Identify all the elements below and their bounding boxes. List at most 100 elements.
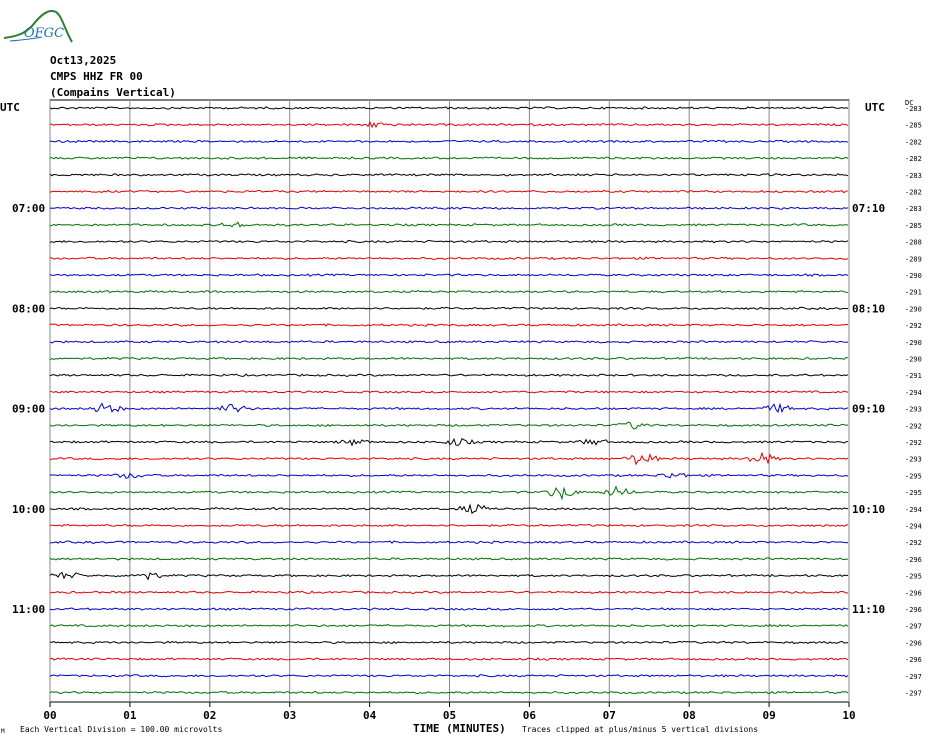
dc-offset-label: -296: [905, 589, 922, 597]
dc-offset-label: -290: [905, 356, 922, 364]
dc-offset-label: -290: [905, 339, 922, 347]
dc-offset-label: -282: [905, 189, 922, 197]
seismic-trace: [49, 120, 849, 129]
seismic-trace: [49, 437, 849, 447]
dc-offset-label: -293: [905, 406, 922, 414]
right-time-label: 10:10: [852, 503, 885, 516]
seismic-trace: [49, 273, 849, 277]
dc-offset-label: -292: [905, 439, 922, 447]
dc-offset-label: -295: [905, 573, 922, 581]
seismic-trace: [49, 356, 849, 361]
station-code: CMPS HHZ FR 00: [50, 70, 143, 83]
left-time-label: 11:00: [12, 603, 45, 616]
seismic-trace: [49, 289, 849, 294]
dc-offset-label: -296: [905, 606, 922, 614]
dc-offset-label: -283: [905, 172, 922, 180]
seismic-trace: [49, 657, 849, 661]
dc-offset-label: -292: [905, 322, 922, 330]
x-tick-label: 00: [43, 709, 56, 722]
x-tick-label: 06: [523, 709, 537, 722]
clip-note: Traces clipped at plus/minus 5 vertical …: [522, 725, 759, 734]
dc-offset-label: -290: [905, 272, 922, 280]
dc-offset-label: -295: [905, 472, 922, 480]
right-time-label: 08:10: [852, 302, 885, 315]
x-tick-label: 10: [842, 709, 855, 722]
seismic-trace: [49, 451, 849, 466]
corner-mark: Μ: [1, 728, 5, 735]
dc-offset-label: -290: [905, 305, 922, 313]
seismic-trace: [49, 306, 849, 311]
x-tick-label: 01: [123, 709, 137, 722]
dc-offset-label: -292: [905, 422, 922, 430]
seismic-trace: [49, 623, 849, 628]
dc-offset-label: -292: [905, 539, 922, 547]
x-tick-label: 07: [603, 709, 616, 722]
dc-offset-label: -288: [905, 239, 922, 247]
right-time-label: 11:10: [852, 603, 885, 616]
seismic-trace: [49, 540, 849, 544]
dc-label: DC: [905, 99, 914, 107]
seismic-trace: [49, 571, 849, 581]
scale-note: Each Vertical Division = 100.00 microvol…: [20, 725, 223, 734]
dc-offset-label: -297: [905, 623, 922, 631]
dc-offset-label: -297: [905, 690, 922, 698]
seismic-trace: [49, 674, 849, 678]
dc-offset-label: -294: [905, 506, 922, 514]
logo-text: OFGC: [24, 26, 65, 41]
dc-offset-label: -285: [905, 122, 922, 130]
dc-offset-label: -295: [905, 489, 922, 497]
seismic-trace: [49, 256, 849, 261]
dc-offset-label: -291: [905, 289, 922, 297]
seismic-trace: [49, 106, 849, 110]
dc-offset-label: -294: [905, 523, 922, 531]
seismic-trace: [49, 607, 849, 611]
seismic-trace: [49, 340, 849, 344]
logo-wave-icon: [3, 10, 73, 43]
right-utc-title: UTC: [865, 101, 885, 114]
seismic-trace: [49, 523, 849, 528]
x-tick-label: 08: [683, 709, 696, 722]
seismic-trace: [49, 206, 849, 210]
dc-offset-label: -289: [905, 255, 922, 263]
seismic-trace: [49, 472, 849, 479]
seismic-trace: [49, 156, 849, 160]
dc-offset-label: -283: [905, 205, 922, 213]
right-time-label: 07:10: [852, 202, 885, 215]
record-date: Oct13,2025: [50, 54, 117, 67]
seismic-trace: [50, 139, 849, 144]
dc-offset-label: -285: [905, 222, 922, 230]
dc-offset-label: -282: [905, 138, 922, 146]
seismic-trace: [49, 173, 849, 177]
x-tick-label: 09: [762, 709, 775, 722]
x-tick-label: 02: [203, 709, 216, 722]
dc-offset-label: -282: [905, 155, 922, 163]
x-tick-label: 04: [363, 709, 377, 722]
seismic-trace: [50, 640, 849, 645]
seismic-trace: [49, 421, 849, 430]
seismic-trace: [49, 239, 849, 244]
seismic-trace: [49, 323, 849, 327]
x-axis-label: TIME (MINUTES): [413, 722, 506, 735]
left-time-label: 07:00: [12, 202, 45, 215]
seismic-trace: [49, 221, 848, 228]
seismic-trace: [49, 189, 849, 194]
dc-offset-label: -296: [905, 556, 922, 564]
dc-offset-label: -296: [905, 639, 922, 647]
left-utc-title: UTC: [0, 101, 20, 114]
left-time-label: 10:00: [12, 503, 45, 516]
seismic-trace: [49, 590, 849, 595]
dc-offset-label: -283: [905, 105, 922, 113]
seismic-trace: [49, 402, 849, 414]
seismic-trace: [49, 690, 849, 695]
dc-offset-label: -294: [905, 389, 922, 397]
x-tick-label: 05: [443, 709, 456, 722]
x-tick-label: 03: [283, 709, 296, 722]
right-time-label: 09:10: [852, 403, 885, 416]
left-time-label: 08:00: [12, 302, 45, 315]
seismic-trace: [49, 503, 849, 515]
station-location: (Compains Vertical): [50, 86, 176, 99]
dc-offset-label: -291: [905, 372, 922, 380]
seismic-trace: [49, 390, 849, 394]
dc-offset-label: -296: [905, 656, 922, 664]
